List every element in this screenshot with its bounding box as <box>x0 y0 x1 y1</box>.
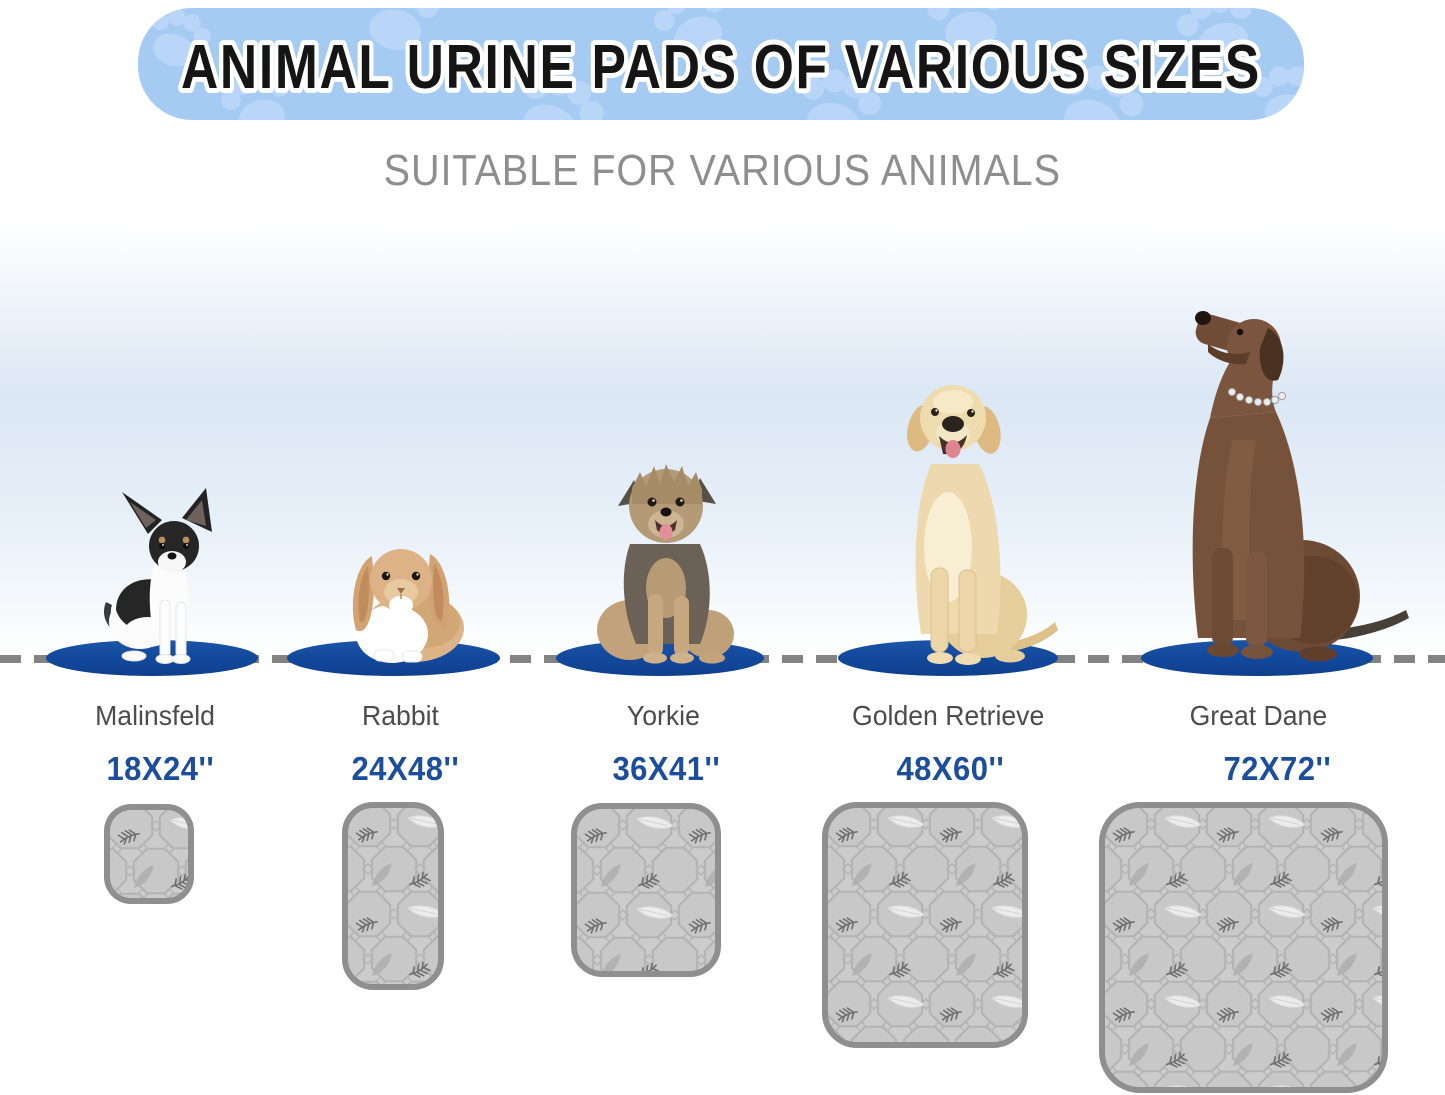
pad-swatch-24x48 <box>342 802 444 990</box>
animal-label-text: Yorkie <box>626 700 700 731</box>
animal-label-text: Great Dane <box>1189 700 1327 731</box>
pad-size-label: 72X72'' <box>1157 750 1397 788</box>
page-title: ANIMAL URINE PADS OF VARIOUS SIZES <box>181 33 1261 102</box>
title-banner: ANIMAL URINE PADS OF VARIOUS SIZES <box>138 8 1304 120</box>
pad-size-text: 72X72'' <box>1223 750 1331 787</box>
animal-label: Golden Retrieve <box>828 700 1068 732</box>
animal-label: Great Dane <box>1138 700 1378 732</box>
pad-size-label: 18X24'' <box>40 750 280 788</box>
yorkie-photo <box>597 464 734 664</box>
pad-size-text: 24X48'' <box>351 750 459 787</box>
animal-label: Rabbit <box>280 700 520 732</box>
golden-retrieve-photo <box>907 385 1058 665</box>
pad-size-label: 24X48'' <box>285 750 525 788</box>
animal-label: Yorkie <box>543 700 783 732</box>
animal-label-text: Malinsfeld <box>95 700 215 731</box>
pad-swatch-48x60 <box>822 802 1028 1048</box>
animal-label-text: Golden Retrieve <box>851 700 1045 731</box>
pad-swatch-72x72 <box>1099 802 1388 1093</box>
chain-collar <box>1227 387 1287 407</box>
rabbit-photo <box>352 549 464 663</box>
pad-size-label: 48X60'' <box>830 750 1070 788</box>
pad-size-text: 18X24'' <box>106 750 214 787</box>
great-dane-photo <box>1192 311 1409 662</box>
animal-label-text: Rabbit <box>361 700 439 731</box>
pad-swatch-36x41 <box>571 803 721 977</box>
pad-size-label: 36X41'' <box>546 750 786 788</box>
subtitle-text: SUITABLE FOR VARIOUS ANIMALS <box>383 146 1062 195</box>
title-banner-art: ANIMAL URINE PADS OF VARIOUS SIZES <box>138 8 1304 120</box>
malinsfeld-photo <box>103 488 212 664</box>
subtitle: SUITABLE FOR VARIOUS ANIMALS <box>0 146 1445 196</box>
pad-size-text: 48X60'' <box>896 750 1004 787</box>
pad-size-text: 36X41'' <box>612 750 720 787</box>
animal-label: Malinsfeld <box>35 700 275 732</box>
pad-swatch-18x24 <box>104 804 194 904</box>
